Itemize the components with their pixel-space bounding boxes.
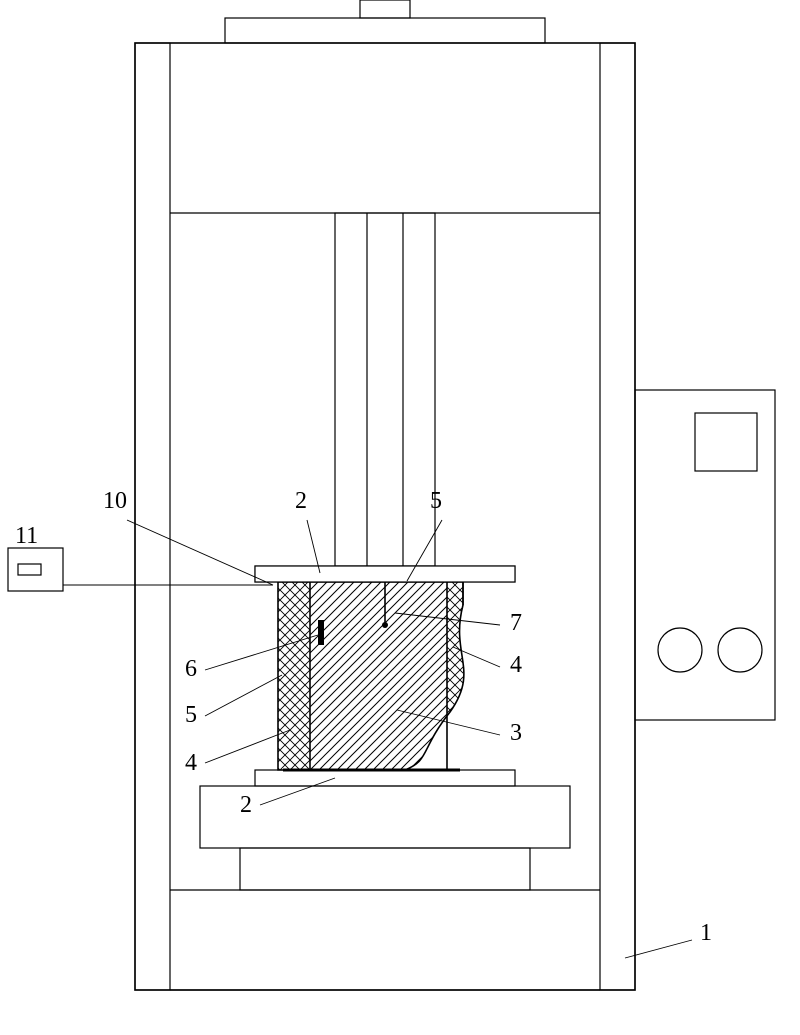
part-label: 2 <box>295 488 307 514</box>
part-label: 4 <box>510 652 522 678</box>
part-label: 11 <box>15 523 38 549</box>
part-label: 6 <box>185 656 197 682</box>
part-label: 5 <box>430 488 442 514</box>
part-label: 4 <box>185 750 197 776</box>
part-label: 1 <box>700 920 712 946</box>
part-label: 2 <box>240 792 252 818</box>
part-label: 10 <box>103 488 127 514</box>
part-label: 3 <box>510 720 522 746</box>
part-label: 7 <box>510 610 522 636</box>
part-label: 5 <box>185 702 197 728</box>
engineering-diagram: 11 10 2 5 7 6 4 5 3 4 2 1 <box>0 0 800 1035</box>
